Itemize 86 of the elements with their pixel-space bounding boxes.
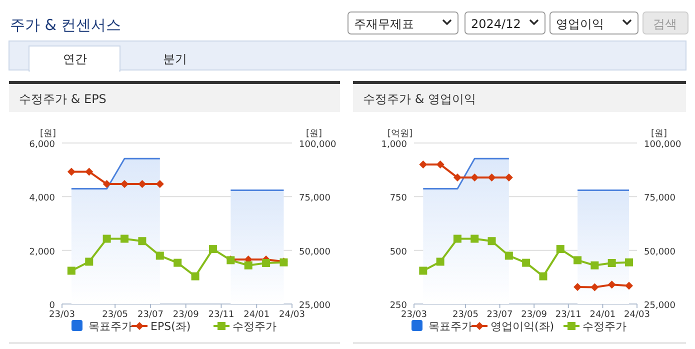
point [67, 168, 76, 176]
point [191, 272, 200, 280]
y-tick-label: 250 [390, 301, 408, 311]
point [453, 174, 462, 182]
y2-tick-label: 100,000 [299, 140, 336, 150]
point [488, 174, 496, 182]
point [624, 282, 633, 290]
x-tick-label: 23/09 [172, 310, 200, 320]
point [436, 258, 444, 266]
y2-tick-label: 50,000 [644, 247, 676, 258]
point [608, 280, 616, 289]
legend-label: 수정주가 [582, 320, 626, 333]
y2-tick-label: 25,000 [644, 301, 676, 311]
point [470, 234, 479, 243]
point [608, 259, 616, 267]
x-tick-label: 23/07 [486, 310, 513, 320]
point [174, 258, 182, 267]
y2-tick-label: 75,000 [299, 194, 331, 204]
x-tick-label: 23/09 [521, 310, 548, 320]
point [488, 237, 496, 246]
point [156, 252, 164, 260]
y-tick-label: 1,000 [381, 140, 408, 150]
point [470, 174, 479, 182]
legend-label: 수정주가 [232, 320, 276, 333]
y2-axis-title: [원] [306, 129, 322, 139]
legend-label: 영업이익(좌) [490, 320, 554, 333]
point [85, 168, 94, 176]
point [624, 258, 633, 266]
text: 검색 [653, 17, 677, 31]
x-tick-label: 23/03 [401, 310, 427, 320]
point [590, 283, 599, 292]
legend-label: 목표주가 [88, 320, 132, 333]
y-tick-label: 500 [390, 247, 408, 258]
chart-title: 수정주가 & EPS [19, 92, 106, 106]
point [419, 266, 428, 275]
point [574, 256, 582, 264]
x-tick-label: 23/03 [49, 310, 75, 320]
x-tick-label: 23/05 [452, 310, 478, 320]
point [436, 160, 444, 168]
x-tick-label: 23/07 [137, 310, 164, 320]
point [138, 180, 146, 188]
point [67, 266, 76, 275]
x-tick-label: 24/01 [590, 310, 616, 320]
y-axis-title: [원] [40, 129, 56, 139]
text: 2024/12 [471, 17, 521, 31]
x-tick-label: 23/11 [555, 310, 582, 320]
legend-label: 목표주가 [428, 320, 472, 333]
point [539, 272, 548, 280]
y-tick-label: 4,000 [29, 194, 56, 204]
point [574, 283, 582, 292]
point [262, 259, 270, 267]
point [208, 245, 217, 254]
point [504, 252, 513, 260]
x-tick-label: 24/01 [244, 310, 270, 320]
x-tick-label: 23/05 [102, 310, 128, 320]
text: 분기 [163, 52, 187, 66]
point [590, 261, 599, 270]
text: 주가 & 컨센서스 [10, 16, 122, 34]
y-tick-label: 2,000 [29, 247, 56, 258]
x-tick-label: 24/03 [624, 310, 650, 320]
point [85, 258, 94, 266]
y2-tick-label: 25,000 [299, 301, 331, 311]
point [419, 160, 428, 168]
y2-tick-label: 50,000 [299, 247, 331, 258]
text: 연간 [63, 52, 87, 66]
y2-tick-label: 75,000 [644, 194, 676, 204]
text: 영업이익 [556, 17, 604, 31]
y2-axis-title: [원] [650, 129, 668, 139]
point [120, 234, 129, 243]
y-tick-label: 6,000 [29, 140, 56, 150]
point [138, 237, 146, 246]
point [556, 245, 564, 254]
chart-title: 수정주가 & 영업이익 [363, 92, 476, 106]
point [453, 234, 462, 243]
x-tick-label: 23/11 [208, 310, 234, 320]
point [102, 180, 111, 188]
y-axis-title: [억원] [387, 129, 413, 139]
point [522, 258, 530, 267]
point [102, 234, 111, 243]
legend-label: EPS(좌) [150, 320, 191, 333]
point [244, 261, 252, 270]
text: 주재무제표 [354, 17, 414, 31]
y-tick-label: 750 [390, 194, 408, 204]
y-tick-label: 0 [49, 301, 56, 311]
y2-tick-label: 100,000 [644, 140, 682, 150]
x-tick-label: 24/03 [279, 310, 305, 320]
